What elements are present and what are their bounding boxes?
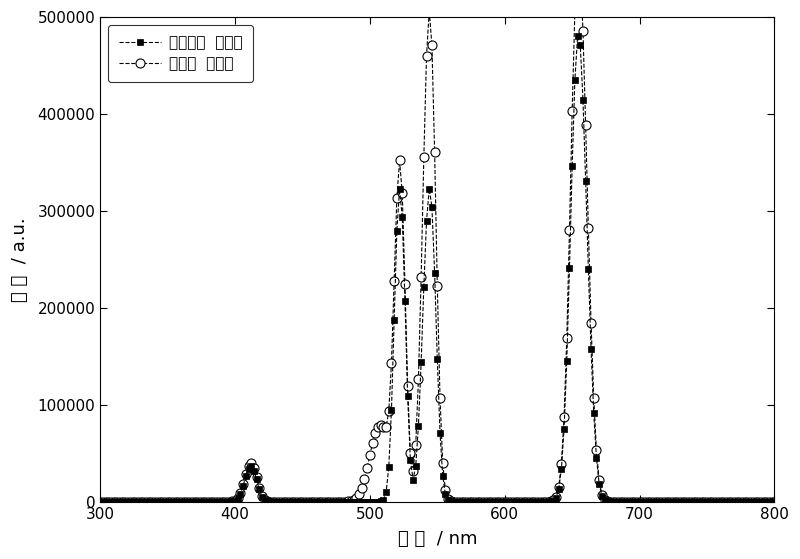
含纳米  銀颗粒 bbox=[551, 494, 561, 500]
含纳米  銀颗粒 bbox=[95, 498, 105, 505]
含纳米  銀颗粒 bbox=[360, 476, 370, 482]
含纳米  銀颗粒 bbox=[494, 498, 504, 505]
不含纳米  銀颗粒 bbox=[494, 498, 504, 505]
不含纳米  銀颗粒 bbox=[551, 494, 561, 501]
不含纳米  銀颗粒 bbox=[573, 33, 582, 40]
不含纳米  銀颗粒 bbox=[95, 498, 105, 505]
不含纳米  銀颗粒 bbox=[403, 393, 413, 400]
Y-axis label: 强 度  / a.u.: 强 度 / a.u. bbox=[11, 217, 29, 302]
含纳米  銀颗粒 bbox=[403, 383, 413, 390]
Line: 不含纳米  銀颗粒: 不含纳米 銀颗粒 bbox=[97, 33, 778, 505]
不含纳米  銀颗粒 bbox=[605, 498, 614, 505]
含纳米  銀颗粒 bbox=[502, 498, 512, 505]
不含纳米  銀颗粒 bbox=[502, 498, 512, 505]
含纳米  銀颗粒 bbox=[770, 498, 779, 505]
不含纳米  銀颗粒 bbox=[770, 498, 779, 505]
含纳米  銀颗粒 bbox=[605, 498, 614, 505]
X-axis label: 波 长  / nm: 波 长 / nm bbox=[398, 530, 477, 548]
不含纳米  銀颗粒 bbox=[360, 498, 370, 505]
Line: 含纳米  銀颗粒: 含纳米 銀颗粒 bbox=[96, 0, 779, 506]
Legend: 不含纳米  銀颗粒, 含纳米  銀颗粒: 不含纳米 銀颗粒, 含纳米 銀颗粒 bbox=[108, 25, 254, 82]
